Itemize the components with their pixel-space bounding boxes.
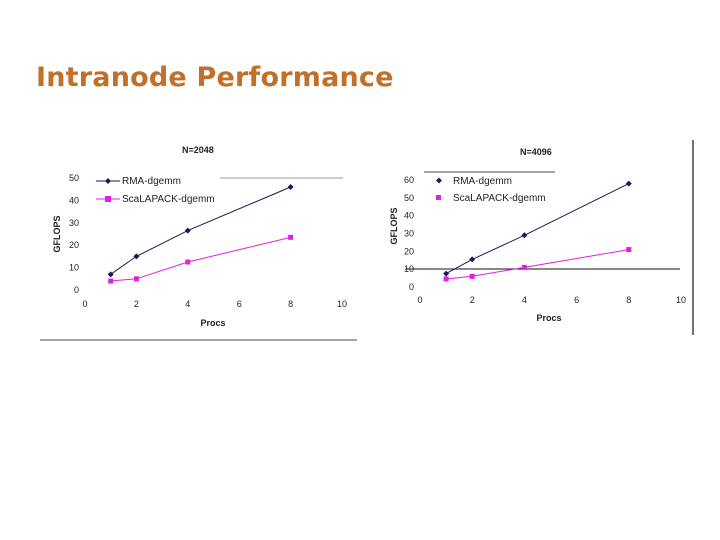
rma-data-point [625, 180, 632, 187]
y-tick-label: 10 [69, 263, 79, 273]
rma-data-point [184, 227, 191, 234]
rma-data-point [287, 183, 294, 190]
scalapack-data-point [521, 264, 527, 270]
legend: RMA-dgemm ScaLAPACK-dgemm [96, 176, 215, 205]
series-line-rma [445, 183, 630, 275]
y-tick-label: 20 [69, 240, 79, 250]
series-markers [443, 180, 632, 282]
series-line-scalapack [110, 236, 291, 282]
chart-n4096: N=4096 GFLOPS Procs 0 2 4 6 8 10 0 10 20 30 40 50 6… [389, 140, 694, 335]
legend-label-scalapack: ScaLAPACK-dgemm [122, 194, 215, 205]
rma-data-point [133, 253, 140, 260]
chart-title: N=2048 [182, 145, 214, 155]
scalapack-data-point [133, 276, 139, 282]
x-tick-labels: 0 2 4 6 8 10 [82, 299, 347, 309]
x-tick-label: 10 [676, 295, 686, 305]
x-tick-label: 4 [185, 299, 190, 309]
x-tick-label: 6 [574, 295, 579, 305]
series-line-rma [110, 186, 291, 275]
x-tick-labels: 0 2 4 6 8 10 [417, 295, 686, 305]
y-tick-label: 30 [69, 218, 79, 228]
y-axis-label: GFLOPS [52, 215, 62, 252]
x-axis-label: Procs [200, 318, 225, 328]
y-tick-label: 0 [74, 285, 79, 295]
y-tick-label: 40 [69, 195, 79, 205]
legend-marker-scalapack [436, 195, 441, 200]
x-tick-label: 8 [626, 295, 631, 305]
y-tick-label: 10 [404, 264, 414, 274]
x-tick-label: 8 [288, 299, 293, 309]
legend-marker-rma [105, 178, 111, 184]
rma-data-point [521, 232, 528, 239]
scalapack-data-point [469, 273, 475, 279]
series-lines [445, 183, 630, 280]
y-tick-label: 0 [409, 282, 414, 292]
y-tick-label: 50 [404, 193, 414, 203]
x-tick-label: 0 [417, 295, 422, 305]
legend: RMA-dgemm ScaLAPACK-dgemm [436, 176, 546, 204]
rma-data-point [443, 270, 450, 277]
x-tick-label: 10 [337, 299, 347, 309]
scalapack-data-point [443, 276, 449, 282]
y-tick-label: 20 [404, 246, 414, 256]
rma-data-point [107, 271, 114, 278]
y-tick-labels: 0 10 20 30 40 50 60 [404, 175, 414, 292]
series-markers [107, 183, 294, 284]
chart-n2048: N=2048 GFLOPS Procs 0 2 4 6 8 10 01020304050 … [40, 145, 357, 341]
y-axis-label: GFLOPS [389, 207, 399, 244]
legend-marker-rma [436, 177, 442, 184]
scalapack-data-point [185, 259, 191, 265]
scalapack-data-point [108, 278, 114, 284]
y-tick-label: 40 [404, 211, 414, 221]
y-tick-label: 30 [404, 229, 414, 239]
x-axis-label: Procs [536, 313, 561, 323]
y-tick-label: 60 [404, 175, 414, 185]
legend-marker-scalapack [105, 196, 111, 202]
x-tick-label: 0 [82, 299, 87, 309]
scalapack-data-point [626, 247, 632, 253]
chart-title: N=4096 [520, 147, 552, 157]
x-tick-label: 4 [522, 295, 527, 305]
series-line-scalapack [446, 249, 629, 280]
x-tick-label: 6 [237, 299, 242, 309]
x-tick-label: 2 [134, 299, 139, 309]
legend-label-scalapack: ScaLAPACK-dgemm [453, 193, 546, 204]
y-tick-labels: 0 10 20 30 40 50 [69, 173, 79, 295]
rma-data-point [469, 256, 476, 263]
y-tick-label: 50 [69, 173, 79, 183]
legend-label-rma: RMA-dgemm [122, 176, 181, 187]
x-tick-label: 2 [470, 295, 475, 305]
series-lines [110, 186, 291, 282]
slide-title: Intranode Performance [36, 62, 394, 93]
legend-label-rma: RMA-dgemm [453, 176, 512, 187]
scalapack-data-point [288, 234, 294, 240]
